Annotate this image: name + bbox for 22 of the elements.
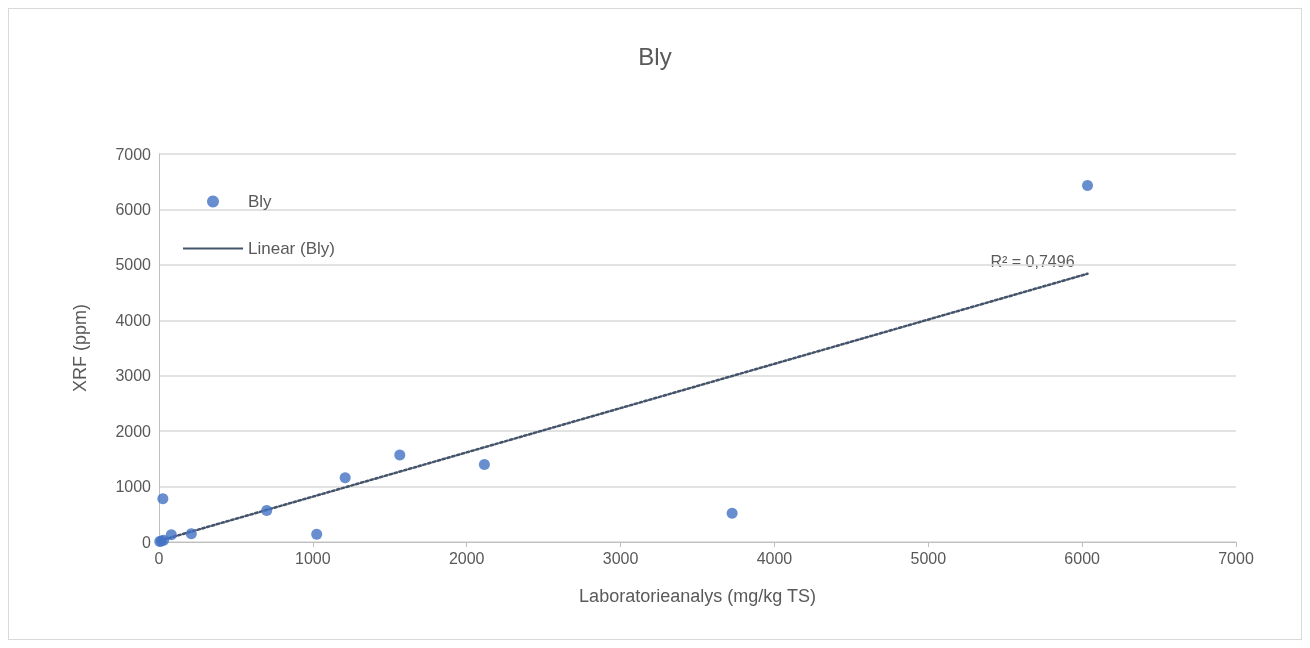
x-axis-title: Laboratorieanalys (mg/kg TS) xyxy=(579,586,816,606)
x-tick-label: 4000 xyxy=(756,549,793,567)
y-tick-label: 5000 xyxy=(115,256,152,274)
y-tick-label: 1000 xyxy=(115,478,152,496)
x-tick-label: 0 xyxy=(154,549,164,567)
y-tick-label: 7000 xyxy=(115,145,152,163)
chart-title: Bly xyxy=(638,42,672,70)
x-tick-label: 7000 xyxy=(1218,549,1254,567)
annotation: R² = 0,7496 xyxy=(990,253,1075,271)
y-tick-label: 0 xyxy=(142,533,152,551)
y-axis-title: XRF (ppm) xyxy=(70,303,90,393)
y-tick-label: 3000 xyxy=(115,367,152,385)
legend-label: Linear (Bly) xyxy=(248,239,335,258)
legend-label: Bly xyxy=(248,192,273,211)
y-tick-label: 4000 xyxy=(115,311,152,329)
x-tick-label: 2000 xyxy=(448,549,485,567)
x-tick-label: 1000 xyxy=(295,549,331,567)
y-tick-label: 2000 xyxy=(115,422,152,440)
x-tick-label: 3000 xyxy=(602,549,639,567)
y-tick-label: 6000 xyxy=(115,200,152,218)
x-tick-label: 5000 xyxy=(910,549,947,567)
x-tick-label: 6000 xyxy=(1064,549,1101,567)
